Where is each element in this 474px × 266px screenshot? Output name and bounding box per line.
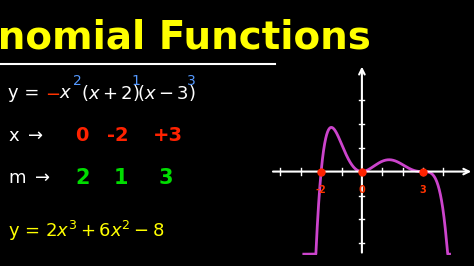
Text: $3$: $3$ bbox=[186, 74, 196, 88]
Text: $2$: $2$ bbox=[72, 74, 82, 88]
Text: -2: -2 bbox=[107, 126, 129, 145]
Text: -2: -2 bbox=[316, 185, 327, 195]
Text: $(x+2)$: $(x+2)$ bbox=[81, 83, 140, 103]
Text: $-$: $-$ bbox=[46, 84, 61, 102]
Text: $x$: $x$ bbox=[59, 84, 73, 102]
Text: $1$: $1$ bbox=[131, 74, 141, 88]
Text: m $\rightarrow$: m $\rightarrow$ bbox=[8, 169, 51, 187]
Text: Polynomial Functions: Polynomial Functions bbox=[0, 19, 371, 57]
Text: 0: 0 bbox=[358, 185, 365, 195]
Text: +3: +3 bbox=[153, 126, 182, 145]
Text: 3: 3 bbox=[158, 168, 173, 188]
Text: x $\rightarrow$: x $\rightarrow$ bbox=[8, 127, 44, 145]
Text: y =: y = bbox=[8, 84, 46, 102]
Text: y = $2x^3 + 6x^2 - 8$: y = $2x^3 + 6x^2 - 8$ bbox=[8, 219, 164, 243]
Text: 3: 3 bbox=[419, 185, 427, 195]
Text: 2: 2 bbox=[75, 168, 90, 188]
Text: 0: 0 bbox=[75, 126, 89, 145]
Text: $(x-3)$: $(x-3)$ bbox=[137, 83, 195, 103]
Text: 1: 1 bbox=[114, 168, 128, 188]
